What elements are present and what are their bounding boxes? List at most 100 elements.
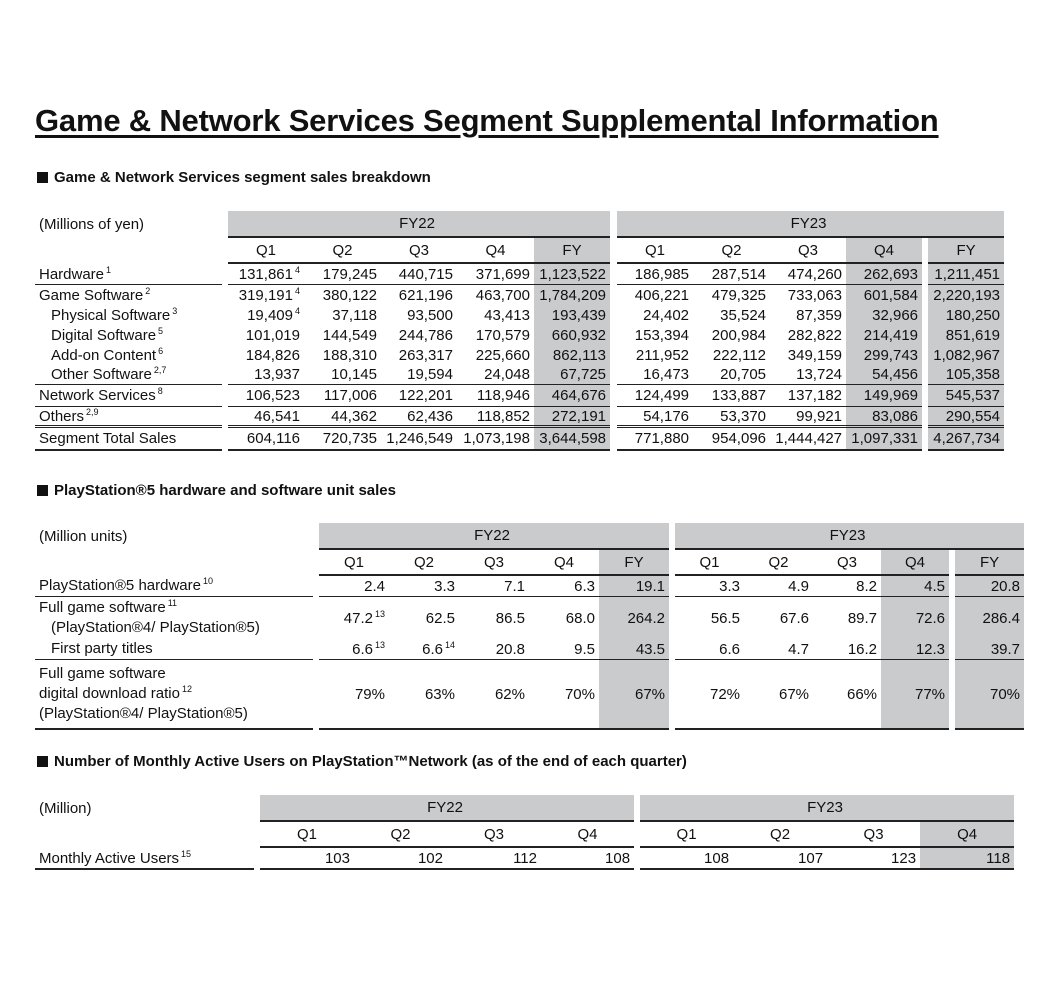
value: 68.0: [565, 609, 595, 627]
footnote-marker: 1: [106, 264, 112, 275]
row-label: First party titles: [35, 639, 313, 660]
value: 133,887: [711, 387, 767, 404]
value-cell: 86.5: [459, 597, 529, 639]
value: 264.2: [627, 609, 666, 627]
value-cell: 12.3: [881, 639, 950, 660]
value: 3,644,598: [539, 430, 607, 447]
row-label: Full game software digital download ratio…: [35, 660, 313, 730]
column-header: Q1: [260, 822, 354, 848]
table-row: Add-on Content 6 184,826 188,310 263,317 225,…: [35, 345, 1005, 365]
row-label-text: Full game software: [39, 665, 166, 682]
column-header: Q4: [846, 238, 923, 264]
section-heading-sales: Game & Network Services segment sales br…: [37, 169, 431, 186]
value-cell: 851,619: [928, 325, 1005, 345]
value-cell: 1,097,331: [846, 428, 923, 451]
footnote-marker: 2,7: [153, 365, 167, 375]
value: 2.4: [364, 577, 385, 595]
value-cell: 19.1: [599, 576, 670, 597]
monthly-active-users-table: (Million) FY22 FY23 Q1 Q2 Q3 Q4 Q1 Q2 Q3 Q4 Monthly…: [35, 795, 1015, 870]
value: 93,500: [407, 306, 453, 324]
value-cell: 108: [640, 848, 734, 870]
value: 19,409: [247, 306, 293, 324]
value-cell: 66%: [813, 660, 882, 730]
value: 144,549: [322, 326, 377, 344]
table-row: PlayStation®5 hardware 10 2.4 3.3 7.1 6.3 19.1…: [35, 576, 1025, 597]
row-label-text: Monthly Active Users: [39, 849, 180, 867]
value: 39.7: [990, 640, 1021, 658]
row-label-line: Full game software: [39, 664, 309, 684]
value-cell: 244,786: [381, 325, 457, 345]
value: 43,413: [484, 306, 530, 324]
value-cell: 282,822: [770, 325, 846, 345]
value: 4.9: [788, 577, 810, 595]
group-header-fy23: FY23: [617, 211, 1005, 238]
spacer: [610, 264, 617, 285]
value: 1,211,451: [934, 265, 1001, 283]
value-cell: 103: [260, 848, 354, 870]
value: 290,554: [945, 407, 1001, 425]
value: 9.5: [574, 640, 595, 658]
column-header: Q3: [770, 238, 847, 264]
column-header: Q1: [319, 550, 389, 576]
section-heading-ps5-units: PlayStation®5 hardware and software unit…: [37, 482, 396, 499]
column-header-row: Q1 Q2 Q3 Q4 Q1 Q2 Q3 Q4: [35, 822, 1015, 848]
value-cell: 63%: [389, 660, 459, 730]
row-label: Game Software 2: [35, 285, 222, 305]
value-cell: 272,191: [534, 407, 611, 428]
blank-header: [35, 550, 313, 576]
column-header: Q3: [447, 822, 541, 848]
value-cell: 67,725: [534, 365, 611, 385]
value: 107: [798, 849, 824, 867]
value: 7.1: [504, 577, 525, 595]
value-cell: 733,063: [770, 285, 846, 305]
value: 13,724: [796, 366, 843, 383]
value: 188,310: [322, 346, 377, 364]
value: 287,514: [711, 265, 767, 283]
value-cell: 39.7: [955, 639, 1025, 660]
value-cell: 118,852: [457, 407, 534, 428]
value: 660,932: [551, 326, 607, 344]
footnote-marker: 10: [202, 576, 213, 586]
value-cell: 68.0: [529, 597, 599, 639]
column-header: Q2: [389, 550, 459, 576]
footnote-marker: 15: [181, 848, 192, 859]
value-cell: 4.7: [744, 639, 814, 660]
row-label-line: Full game software 11: [39, 598, 309, 618]
value: 4.5: [924, 577, 946, 595]
column-header-row: Q1 Q2 Q3 Q4 FY Q1 Q2 Q3 Q4 FY: [35, 550, 1025, 576]
value-cell: 371,699: [457, 264, 534, 285]
value: 170,579: [475, 326, 530, 344]
value-cell: 19,594: [381, 365, 457, 385]
table-row: Hardware 1 131,861 4 179,245 440,715 371,699 1,…: [35, 264, 1005, 285]
value-cell: 20.8: [955, 576, 1025, 597]
value-cell: 3.3: [675, 576, 745, 597]
value: 1,082,967: [933, 346, 1001, 364]
value: 62.5: [425, 609, 455, 627]
value: 12.3: [915, 640, 946, 658]
value: 118: [986, 849, 1011, 867]
group-header-fy22: FY22: [228, 211, 611, 238]
value: 3.3: [719, 577, 741, 595]
value-cell: 263,317: [381, 345, 457, 365]
group-header-row: (Millions of yen) FY22 FY23: [35, 211, 1005, 238]
value: 20,705: [720, 366, 767, 383]
value-cell: 24,402: [617, 305, 693, 325]
blank-header: [35, 822, 254, 848]
value-cell: 137,182: [770, 385, 847, 407]
footnote-marker: 13: [374, 639, 385, 650]
value: 180,250: [945, 306, 1001, 324]
value: 53,370: [720, 407, 767, 425]
value: 282,822: [787, 326, 843, 344]
value: 3.3: [434, 577, 455, 595]
column-header-row: Q1 Q2 Q3 Q4 FY Q1 Q2 Q3 Q4 FY: [35, 238, 1005, 264]
row-label-line: digital download ratio 12: [39, 684, 309, 704]
row-label-text: Full game software: [39, 599, 166, 616]
value-cell: 46,541: [228, 407, 304, 428]
column-header: Q3: [827, 822, 921, 848]
value-cell: 186,985: [617, 264, 694, 285]
value: 108: [605, 849, 631, 867]
value: 406,221: [634, 286, 690, 304]
value: 102: [417, 849, 443, 867]
value-cell: 954,096: [693, 428, 771, 451]
value-cell: 4.9: [744, 576, 814, 597]
